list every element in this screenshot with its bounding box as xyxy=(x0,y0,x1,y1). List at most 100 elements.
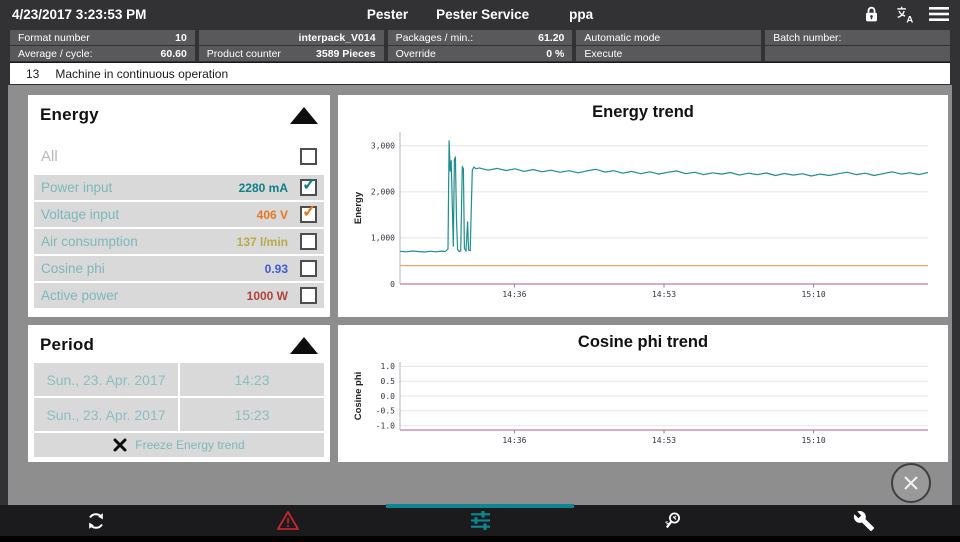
info-cell: Execute xyxy=(576,46,761,61)
svg-text:Energy: Energy xyxy=(353,191,364,224)
refresh-button[interactable] xyxy=(0,505,192,536)
machine-info-grid: Format number 10 interpack_V014 Packages / … xyxy=(10,30,950,61)
svg-text:0: 0 xyxy=(390,280,395,289)
app-name: ppa xyxy=(569,7,593,22)
period-panel-title: Period xyxy=(40,335,94,355)
svg-text:14:36: 14:36 xyxy=(502,290,526,299)
info-cell-label: Format number xyxy=(18,32,90,44)
info-cell-value: 0 % xyxy=(546,48,564,60)
energy-item-label: All xyxy=(41,148,300,165)
close-button[interactable] xyxy=(891,463,931,503)
info-cell-label: Packages / min.: xyxy=(396,32,474,44)
top-bar: 4/23/2017 3:23:53 PM Pester Pester Servi… xyxy=(0,0,960,28)
energy-item-cosine-phi: Cosine phi0.93 xyxy=(34,256,324,281)
info-cell: Average / cycle:60.60 xyxy=(10,46,195,61)
warning-icon xyxy=(276,510,300,531)
info-cell-label: Override xyxy=(396,48,436,60)
energy-trend-panel: Energy trend 01,0002,0003,00014:3614:531… xyxy=(338,95,948,317)
check-mark-icon: ✓ xyxy=(302,175,316,195)
energy-item-label: Voltage input xyxy=(41,207,257,222)
tune-sliders-icon xyxy=(469,510,492,531)
check-mark-icon: ✓ xyxy=(302,202,316,222)
user-name[interactable]: Pester xyxy=(367,7,408,22)
cosine-trend-chart[interactable]: 1.00.50.0-0.5-1.014:3614:5315:10Cosine p… xyxy=(350,354,936,454)
period-time-0[interactable]: 14:23 xyxy=(180,363,324,396)
svg-text:15:10: 15:10 xyxy=(802,290,826,299)
svg-text:14:36: 14:36 xyxy=(502,436,526,445)
energy-item-label: Power input xyxy=(41,180,239,195)
energy-item-all: All xyxy=(34,143,324,169)
period-row: Sun., 23. Apr. 201715:23 xyxy=(34,398,324,431)
svg-text:15:10: 15:10 xyxy=(802,436,826,445)
energy-item-label: Active power xyxy=(41,288,247,303)
period-panel: Period Sun., 23. Apr. 201714:23Sun., 23.… xyxy=(28,325,330,462)
wrench-icon xyxy=(853,510,875,532)
info-cell: interpack_V014 xyxy=(199,30,384,45)
svg-text:Cosine phi: Cosine phi xyxy=(353,372,364,421)
cosine-trend-title: Cosine phi trend xyxy=(338,325,948,352)
period-row: Sun., 23. Apr. 201714:23 xyxy=(34,363,324,396)
info-cell-label: Batch number: xyxy=(773,32,841,44)
info-cell: Product counter 3589 Pieces xyxy=(199,46,384,61)
collapse-period-button[interactable] xyxy=(290,337,318,354)
svg-text:14:53: 14:53 xyxy=(652,436,676,445)
period-date-0[interactable]: Sun., 23. Apr. 2017 xyxy=(34,363,178,396)
energy-item-label: Air consumption xyxy=(41,234,237,249)
freeze-x-icon xyxy=(113,438,127,452)
active-tab-indicator xyxy=(386,504,574,508)
alarms-button[interactable] xyxy=(192,505,384,536)
status-message: Machine in continuous operation xyxy=(55,67,228,81)
info-cell-value: 61.20 xyxy=(538,32,564,44)
info-cell-label: Execute xyxy=(584,48,622,60)
refresh-icon xyxy=(85,510,107,532)
close-icon xyxy=(901,473,921,493)
info-cell-value: interpack_V014 xyxy=(299,32,376,44)
info-cell: Packages / min.: 61.20 xyxy=(388,30,573,45)
info-cell-label: Automatic mode xyxy=(584,32,660,44)
svg-text:2,000: 2,000 xyxy=(371,188,395,197)
info-cell-label: Average / cycle: xyxy=(18,48,93,60)
energy-item-value: 137 l/min xyxy=(237,235,288,249)
svg-text:-0.5: -0.5 xyxy=(376,407,395,416)
info-cell-value: 3589 Pieces xyxy=(316,48,376,60)
lock-icon[interactable] xyxy=(860,3,882,25)
svg-text:0.5: 0.5 xyxy=(381,377,396,386)
svg-text:1.0: 1.0 xyxy=(381,362,396,371)
checkbox-all[interactable] xyxy=(300,148,317,165)
checkbox-active-power[interactable] xyxy=(300,287,317,304)
checkbox-voltage-input[interactable]: ✓ xyxy=(300,206,317,223)
freeze-label: Freeze Energy trend xyxy=(135,438,244,452)
energy-item-value: 1000 W xyxy=(247,289,288,303)
trends-button[interactable] xyxy=(384,505,576,536)
energy-panel: Energy AllPower input2280 mA✓Voltage inp… xyxy=(28,95,330,317)
checkbox-power-input[interactable]: ✓ xyxy=(300,179,317,196)
status-bar[interactable]: 13 Machine in continuous operation xyxy=(10,62,950,84)
settings-button[interactable] xyxy=(768,505,960,536)
svg-text:1,000: 1,000 xyxy=(371,234,395,243)
svg-text:-1.0: -1.0 xyxy=(376,421,395,430)
svg-text:14:53: 14:53 xyxy=(652,290,676,299)
user-role: Pester Service xyxy=(436,7,529,22)
info-cell-label: Product counter xyxy=(207,48,281,60)
svg-text:A: A xyxy=(906,14,913,24)
energy-trend-chart[interactable]: 01,0002,0003,00014:3614:5315:10Energy xyxy=(350,124,936,308)
checkbox-cosine-phi[interactable] xyxy=(300,260,317,277)
diagnostics-button[interactable] xyxy=(576,505,768,536)
status-code: 13 xyxy=(26,67,39,81)
checkbox-air-consumption[interactable] xyxy=(300,233,317,250)
info-cell: Batch number: xyxy=(765,30,950,45)
info-cell-value: 10 xyxy=(175,32,187,44)
translate-icon[interactable]: A xyxy=(894,3,916,25)
period-time-1[interactable]: 15:23 xyxy=(180,398,324,431)
energy-item-value: 406 V xyxy=(257,208,288,222)
collapse-energy-button[interactable] xyxy=(290,107,318,124)
energy-item-power-input: Power input2280 mA ✓ xyxy=(34,175,324,200)
period-date-1[interactable]: Sun., 23. Apr. 2017 xyxy=(34,398,178,431)
cosine-trend-panel: Cosine phi trend 1.00.50.0-0.5-1.014:361… xyxy=(338,325,948,462)
energy-item-value: 2280 mA xyxy=(239,181,288,195)
info-cell xyxy=(765,46,950,61)
menu-icon[interactable] xyxy=(928,3,950,25)
bottom-toolbar xyxy=(0,505,960,542)
diagnostic-search-icon xyxy=(661,510,684,532)
freeze-energy-trend-button[interactable]: Freeze Energy trend xyxy=(34,433,324,457)
